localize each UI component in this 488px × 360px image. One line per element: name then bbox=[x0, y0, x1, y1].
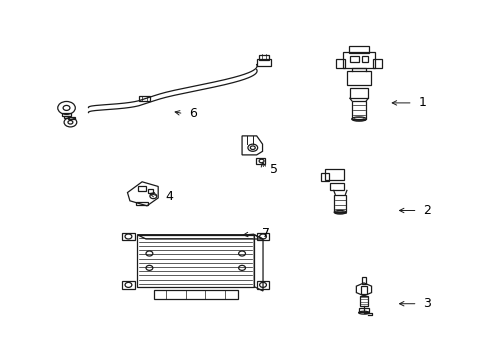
Bar bbox=[122, 233, 135, 240]
Bar bbox=[325, 169, 344, 180]
Bar bbox=[122, 281, 135, 289]
Bar bbox=[136, 202, 148, 205]
Text: 3: 3 bbox=[423, 297, 430, 310]
Text: 2: 2 bbox=[423, 204, 430, 217]
Bar bbox=[148, 189, 153, 193]
Bar bbox=[351, 102, 366, 119]
Bar bbox=[343, 52, 374, 68]
Bar bbox=[335, 59, 344, 68]
Bar bbox=[138, 186, 146, 192]
Bar bbox=[346, 71, 370, 85]
Bar bbox=[359, 296, 367, 306]
Bar bbox=[153, 290, 237, 299]
Bar bbox=[372, 59, 381, 68]
Bar bbox=[256, 59, 271, 66]
Text: 1: 1 bbox=[418, 96, 426, 109]
Bar bbox=[68, 117, 75, 120]
Bar bbox=[360, 286, 366, 294]
Bar bbox=[256, 233, 269, 240]
Bar bbox=[256, 281, 269, 289]
Text: 5: 5 bbox=[269, 163, 277, 176]
Bar bbox=[348, 45, 368, 53]
Bar bbox=[361, 277, 366, 284]
Text: 6: 6 bbox=[189, 107, 197, 120]
Bar bbox=[329, 183, 344, 190]
Bar bbox=[139, 95, 150, 101]
Bar bbox=[334, 195, 346, 212]
Text: 7: 7 bbox=[262, 227, 270, 240]
Bar bbox=[64, 116, 69, 118]
Bar bbox=[349, 55, 358, 62]
Bar bbox=[361, 55, 367, 62]
Bar bbox=[349, 88, 367, 98]
Bar bbox=[321, 173, 328, 181]
Text: 4: 4 bbox=[164, 190, 172, 203]
Bar bbox=[256, 158, 264, 164]
Bar bbox=[259, 55, 268, 59]
Bar bbox=[358, 308, 368, 312]
Bar bbox=[62, 113, 71, 116]
